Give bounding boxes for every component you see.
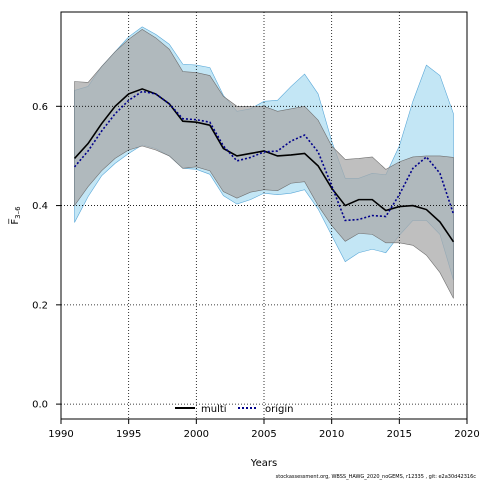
legend-label-multi: multi [201, 404, 227, 415]
x-axis: 1990 1995 2000 2005 2010 2015 2020 [48, 419, 480, 440]
x-tick-label-2015: 2015 [387, 429, 412, 440]
band-multi [74, 29, 454, 299]
y-axis: 0.0 0.2 0.4 0.6 [32, 102, 61, 411]
x-tick-label-2005: 2005 [251, 429, 276, 440]
line-multi [73, 88, 455, 243]
series-lines [73, 88, 455, 243]
grid-lines [61, 12, 467, 419]
x-axis-label: Years [250, 458, 277, 469]
x-tick-label-2000: 2000 [184, 429, 209, 440]
y-axis-label-sub: 3–6 [14, 206, 22, 219]
x-tick-label-1990: 1990 [48, 429, 73, 440]
legend: multi origin [175, 404, 293, 415]
x-tick-label-2010: 2010 [319, 429, 344, 440]
legend-label-origin: origin [265, 404, 293, 415]
footer-note: stockassessment.org, WBSS_HAWG_2020_noGE… [276, 474, 477, 480]
x-tick-label-2020: 2020 [454, 429, 479, 440]
y-axis-label-group: F̅3–6 [8, 206, 22, 225]
y-tick-label-0: 0.0 [32, 400, 48, 411]
y-tick-label-3: 0.6 [32, 102, 48, 113]
y-axis-label: F̅3–6 [8, 206, 22, 225]
line-origin [73, 90, 455, 222]
y-tick-label-2: 0.4 [32, 201, 48, 212]
y-tick-label-1: 0.2 [32, 300, 48, 311]
y-axis-label-main: F̅ [8, 218, 21, 225]
x-tick-label-1995: 1995 [116, 429, 141, 440]
